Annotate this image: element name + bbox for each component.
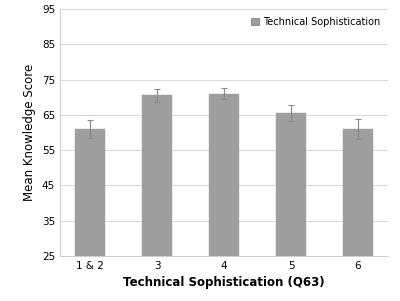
Bar	[343, 129, 373, 301]
Bar	[209, 94, 239, 301]
X-axis label: Technical Sophistication (Q63): Technical Sophistication (Q63)	[123, 276, 325, 289]
Legend: Technical Sophistication: Technical Sophistication	[248, 14, 383, 30]
Bar	[276, 113, 306, 301]
Bar	[75, 129, 105, 301]
Y-axis label: Mean Knowledge Score: Mean Knowledge Score	[23, 64, 36, 201]
Bar	[142, 95, 172, 301]
